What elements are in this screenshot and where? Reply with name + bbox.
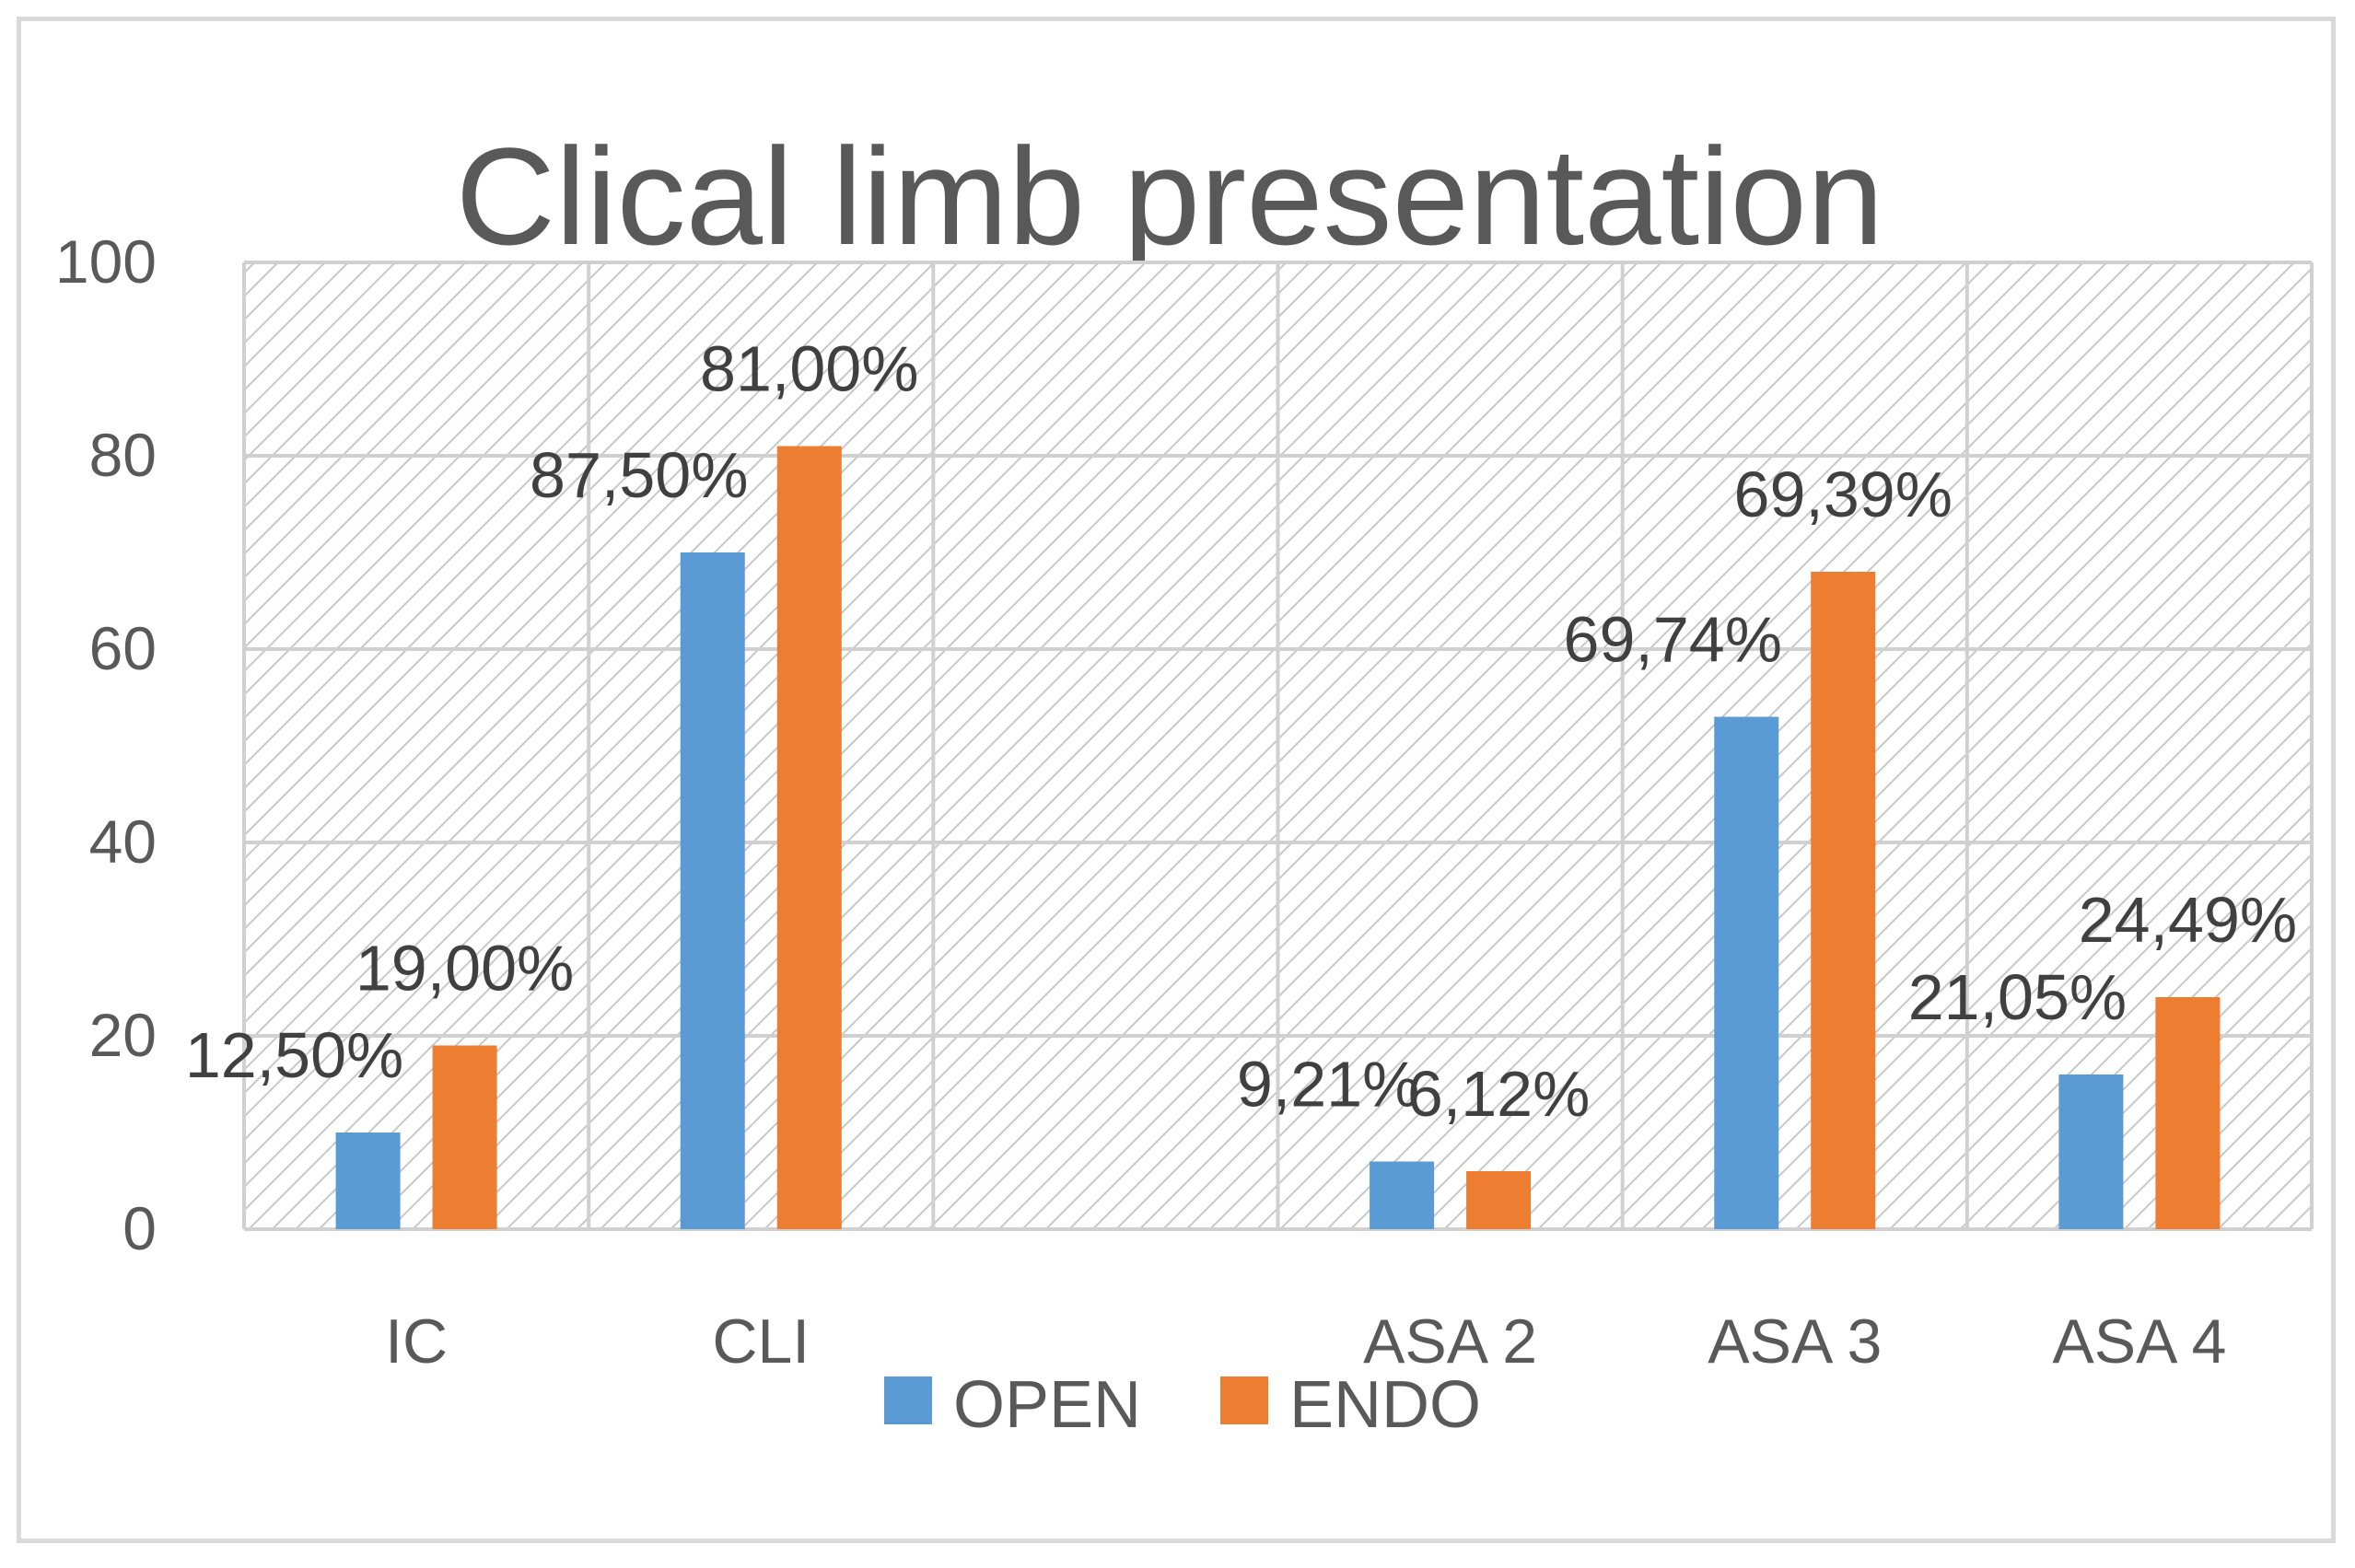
x-tick-label: ASA 3 [1708,1307,1882,1376]
y-tick-label: 40 [89,807,157,876]
bar-open-0 [335,1132,401,1229]
bar-endo-0 [432,1045,497,1229]
legend-swatch-open [884,1376,932,1424]
data-label-open-5: 21,05% [1908,961,2127,1033]
data-label-open-1: 87,50% [530,439,748,511]
data-label-endo-4: 69,39% [1734,459,1953,530]
bar-endo-5 [2155,997,2221,1229]
x-tick-label: IC [385,1307,448,1376]
bar-endo-1 [776,446,842,1229]
data-label-endo-1: 81,00% [700,333,918,405]
x-tick-label: CLI [712,1307,810,1376]
x-axis-labels: IC CLI ASA 2 ASA 3 ASA 4 [385,1307,2226,1376]
data-label-open-3: 9,21% [1237,1049,1419,1121]
x-tick-label: ASA 4 [2052,1307,2226,1376]
bar-open-3 [1370,1161,1435,1229]
bar-open-1 [680,552,745,1229]
bar-endo-4 [1811,572,1876,1229]
gridlines [242,261,2314,1231]
y-tick-label: 60 [89,614,157,682]
y-tick-label: 20 [89,1001,157,1069]
x-tick-label: ASA 2 [1363,1307,1537,1376]
bar-endo-3 [1466,1171,1532,1229]
bar-open-4 [1714,716,1779,1229]
data-label-endo-5: 24,49% [2079,884,2297,956]
bar-open-5 [2058,1074,2124,1229]
data-label-open-4: 69,74% [1564,604,1782,676]
y-tick-label: 80 [89,421,157,489]
y-axis-ticks: 0 20 40 60 80 100 [55,227,157,1262]
legend-swatch-endo [1220,1376,1268,1424]
data-labels: 12,50% 87,50% 9,21% 69,74% 21,05% 19,00% 81,00… [185,333,2297,1131]
legend-label-open: OPEN [953,1368,1141,1442]
data-label-endo-0: 19,00% [356,933,574,1005]
legend: OPEN ENDO [884,1368,1481,1442]
y-tick-label: 100 [55,227,157,296]
data-label-open-0: 12,50% [185,1019,403,1091]
data-label-endo-3: 6,12% [1407,1058,1590,1130]
bars [335,446,2221,1229]
y-tick-label: 0 [122,1194,157,1262]
legend-label-endo: ENDO [1289,1368,1481,1442]
chart-title: Clical limb presentation [456,119,1884,273]
